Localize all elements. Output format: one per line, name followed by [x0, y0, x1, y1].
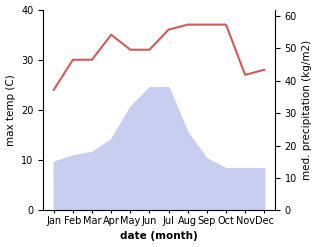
Y-axis label: med. precipitation (kg/m2): med. precipitation (kg/m2)	[302, 40, 313, 180]
X-axis label: date (month): date (month)	[120, 231, 198, 242]
Y-axis label: max temp (C): max temp (C)	[5, 74, 16, 146]
